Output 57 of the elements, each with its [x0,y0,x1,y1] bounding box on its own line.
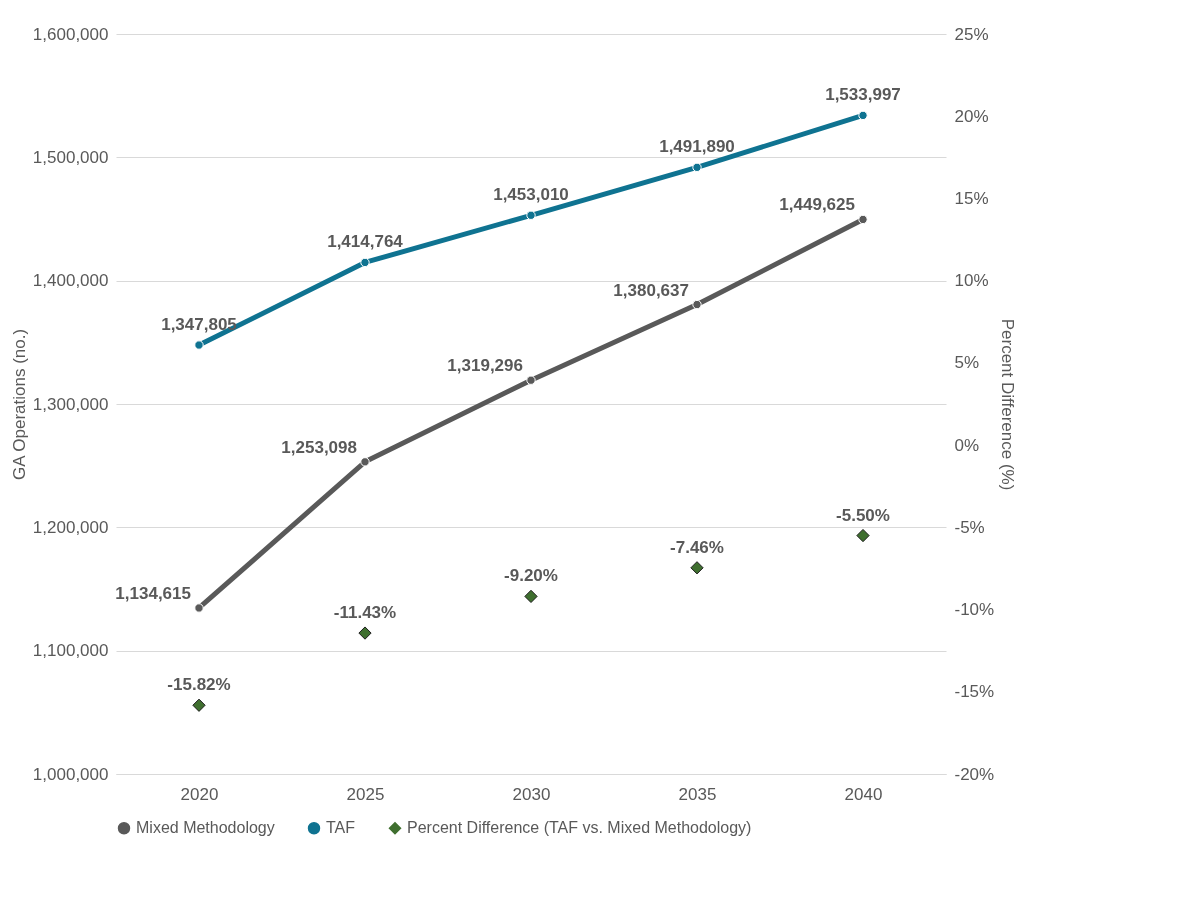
x-tick-label: 2020 [180,784,219,804]
legend-label: Mixed Methodology [136,819,275,837]
data-label: 1,491,890 [659,137,735,157]
data-label: 1,347,805 [161,315,237,335]
y2-tick-label: -20% [954,764,995,784]
y2-tick-label: 15% [954,188,989,208]
legend-label: TAF [326,819,356,837]
point [358,626,372,640]
y2-tick-label: 0% [954,435,980,455]
data-label: 1,449,625 [779,195,855,215]
point [194,603,204,613]
y-tick-label: 1,100,000 [32,641,109,661]
y2-tick-label: 25% [954,24,989,44]
y2-tick-label: -10% [954,600,995,620]
data-label: 1,319,296 [447,356,523,376]
y-tick-label: 1,600,000 [32,24,109,44]
point [194,340,204,350]
y-axis-title: GA Operations (no.) [9,328,29,481]
legend-label: Percent Difference (TAF vs. Mixed Methodology) [407,819,752,837]
point [526,375,536,385]
y-tick-label: 1,300,000 [32,394,109,414]
data-label: 1,134,615 [115,583,191,603]
y2-tick-label: -15% [954,682,995,702]
y2-tick-label: -5% [954,517,985,537]
point [524,589,538,604]
x-tick-label: 2030 [512,784,551,804]
data-label: -15.82% [167,675,231,695]
data-label: 1,453,010 [493,185,569,205]
data-label: 1,253,098 [281,437,357,457]
data-label: -9.20% [504,566,558,586]
point [858,214,868,225]
point [692,299,702,310]
point [526,210,536,220]
point [856,528,870,543]
point [692,162,702,173]
data-label: -7.46% [670,537,724,557]
data-label: -11.43% [333,603,397,623]
data-label: -5.50% [836,505,890,525]
data-label: 1,380,637 [613,280,689,300]
x-tick-label: 2025 [346,784,385,804]
y-tick-label: 1,400,000 [32,271,109,291]
data-label: 1,414,764 [327,232,404,252]
y2-tick-label: 20% [954,106,989,126]
y2-axis-title: Percent Difference (%) [998,318,1018,491]
point [690,561,704,575]
point [360,457,370,467]
y2-tick-label: 10% [954,271,989,291]
y2-tick-label: 5% [954,353,980,373]
x-tick-label: 2035 [678,784,717,804]
point [858,110,868,121]
point [360,257,370,268]
y-tick-label: 1,200,000 [32,517,109,537]
data-label: 1,533,997 [825,85,901,105]
y-tick-label: 1,500,000 [32,147,109,167]
point [192,698,206,712]
y-tick-label: 1,000,000 [32,764,109,784]
x-tick-label: 2040 [844,784,883,804]
